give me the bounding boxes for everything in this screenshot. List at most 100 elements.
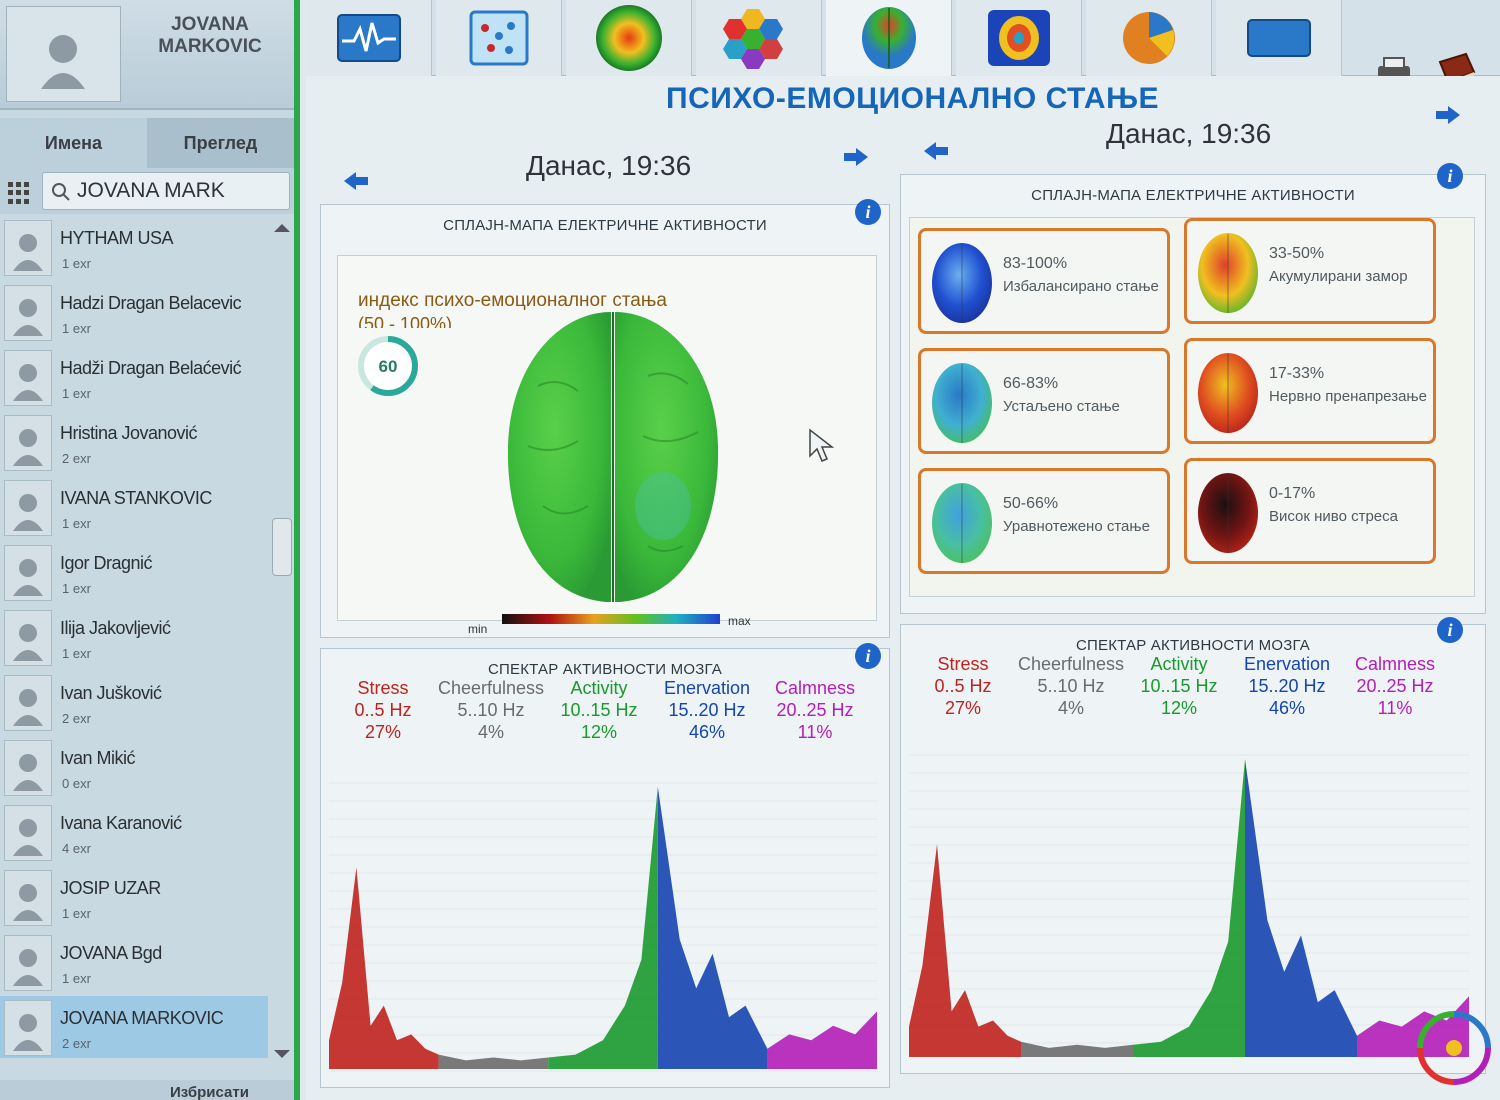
ecg-icon bbox=[336, 14, 401, 62]
info-icon[interactable]: i bbox=[1437, 617, 1463, 643]
hexagon-icon bbox=[722, 9, 783, 69]
grid-menu-icon[interactable] bbox=[8, 182, 30, 204]
avatar-icon bbox=[13, 234, 43, 271]
band-name: Stress bbox=[357, 678, 409, 698]
pie-icon bbox=[1122, 12, 1175, 64]
band-freq: 5..10 Hz bbox=[1037, 676, 1105, 696]
info-icon[interactable]: i bbox=[1437, 163, 1463, 189]
tool-hexagon[interactable] bbox=[696, 0, 822, 76]
right-spectrum-chart bbox=[909, 754, 1469, 1057]
tab-overview[interactable]: Преглед bbox=[147, 118, 294, 168]
contact-name: IVANA STANKOVIC bbox=[60, 488, 212, 508]
search-row bbox=[0, 168, 294, 214]
contact-name: JOVANA Bgd bbox=[60, 943, 162, 963]
sidebar: JOVANA MARKOVIC Имена Преглед HYTHAM USA… bbox=[0, 0, 300, 1100]
tool-pie[interactable] bbox=[1086, 0, 1212, 76]
state-card[interactable]: 0-17% Висок ниво стреса bbox=[1184, 458, 1436, 564]
spectrum-band-area bbox=[909, 844, 1021, 1057]
avatar bbox=[4, 740, 52, 796]
contact-name: Ivan Jušković bbox=[60, 683, 162, 703]
state-label: Устаљено стање bbox=[1003, 398, 1120, 415]
contact-item[interactable]: Hadži Dragan Belaćević 1 exr bbox=[0, 346, 268, 408]
contact-item[interactable]: JOVANA MARKOVIC 2 exr bbox=[0, 996, 268, 1058]
avatar bbox=[4, 480, 52, 536]
next-arrow-icon[interactable] bbox=[844, 148, 868, 166]
spectrum-band-area bbox=[1245, 759, 1357, 1057]
band-freq: 0..5 Hz bbox=[354, 700, 412, 720]
contact-count: 2 exr bbox=[62, 1036, 91, 1051]
scroll-up-icon[interactable] bbox=[274, 224, 290, 232]
avatar bbox=[4, 935, 52, 991]
state-card[interactable]: 17-33% Нервно пренапрезање bbox=[1184, 338, 1436, 444]
right-band-labels: Stress 0..5 Hz 27% Cheerfulness 5..10 Hz 4% Ac… bbox=[909, 653, 1449, 743]
contact-count: 1 exr bbox=[62, 516, 91, 531]
state-card[interactable]: 66-83% Устаљено стање bbox=[918, 348, 1170, 454]
contact-item[interactable]: JOVANA Bgd 1 exr bbox=[0, 931, 268, 993]
search-icon bbox=[52, 183, 70, 201]
tab-names[interactable]: Имена bbox=[0, 118, 147, 168]
contact-item[interactable]: IVANA STANKOVIC 1 exr bbox=[0, 476, 268, 538]
main-content: ПСИХО-ЕМОЦИОНАЛНО СТАЊЕ Данас, 19:36 Дан… bbox=[306, 76, 1500, 1100]
band-name: Activity bbox=[1150, 654, 1208, 674]
contact-item[interactable]: JOSIP UZAR 1 exr bbox=[0, 866, 268, 928]
contact-item[interactable]: Igor Dragnić 1 exr bbox=[0, 541, 268, 603]
band-percent: 27% bbox=[944, 698, 982, 718]
state-card[interactable]: 33-50% Акумулирани замор bbox=[1184, 218, 1436, 324]
contact-name: JOVANA MARKOVIC bbox=[60, 1008, 224, 1028]
state-card[interactable]: 83-100% Избалансирано стање bbox=[918, 228, 1170, 334]
contact-count: 0 exr bbox=[62, 776, 91, 791]
state-label: Нервно пренапрезање bbox=[1269, 388, 1427, 405]
avatar-icon bbox=[41, 35, 85, 89]
right-spectrum-panel: СПЕКТАР АКТИВНОСТИ МОЗГА i Stress 0..5 Hz… bbox=[900, 617, 1486, 1074]
search-input[interactable] bbox=[77, 176, 282, 206]
band-name: Calmness bbox=[774, 678, 856, 698]
state-range: 33-50% bbox=[1269, 245, 1325, 262]
scroll-thumb[interactable] bbox=[272, 518, 292, 576]
band-percent: 4% bbox=[477, 722, 504, 742]
contact-item[interactable]: Ivan Mikić 0 exr bbox=[0, 736, 268, 798]
user-avatar[interactable] bbox=[6, 6, 121, 102]
band-column: Calmness 20..25 Hz 11% bbox=[761, 677, 869, 743]
left-map-panel: СПЛАЈН-МАПА ЕЛЕКТРИЧНЕ АКТИВНОСТИ i инде… bbox=[320, 199, 890, 638]
left-date: Данас, 19:36 bbox=[526, 150, 692, 181]
delete-button[interactable]: Избрисати bbox=[170, 1084, 249, 1100]
scroll-down-icon[interactable] bbox=[274, 1050, 290, 1058]
app-logo bbox=[1417, 1011, 1491, 1085]
window-icon bbox=[1246, 19, 1311, 57]
avatar-icon bbox=[13, 884, 43, 921]
sidebar-tabs: Имена Преглед bbox=[0, 118, 294, 168]
state-range: 50-66% bbox=[1003, 495, 1059, 512]
state-range: 17-33% bbox=[1269, 365, 1325, 382]
contact-item[interactable]: Ivana Karanović 4 exr bbox=[0, 801, 268, 863]
tool-ecg[interactable] bbox=[306, 0, 432, 76]
toolbar bbox=[306, 0, 1500, 85]
contact-item[interactable]: Hristina Jovanović 2 exr bbox=[0, 411, 268, 473]
band-column: Cheerfulness 5..10 Hz 4% bbox=[1017, 653, 1125, 719]
state-card[interactable]: 50-66% Уравнотежено стање bbox=[918, 468, 1170, 574]
left-date-bar: Данас, 19:36 bbox=[326, 138, 886, 190]
contact-count: 2 exr bbox=[62, 711, 91, 726]
tool-brain[interactable] bbox=[826, 0, 952, 76]
contact-item[interactable]: HYTHAM USA 1 exr bbox=[0, 216, 268, 278]
mouse-cursor-icon bbox=[809, 428, 835, 462]
contact-item[interactable]: Ilija Jakovljević 1 exr bbox=[0, 606, 268, 668]
right-spectrum-title: СПЕКТАР АКТИВНОСТИ МОЗГА bbox=[1076, 637, 1310, 654]
info-icon[interactable]: i bbox=[855, 643, 881, 669]
tool-face-map[interactable] bbox=[956, 0, 1082, 76]
next-arrow-icon[interactable] bbox=[1436, 106, 1460, 124]
info-icon[interactable]: i bbox=[855, 199, 881, 225]
tool-window[interactable] bbox=[1216, 0, 1342, 76]
tool-heat-circle[interactable] bbox=[566, 0, 692, 76]
contact-scrollbar[interactable] bbox=[270, 222, 294, 1072]
contact-name: Ivan Mikić bbox=[60, 748, 136, 768]
prev-arrow-icon[interactable] bbox=[344, 172, 368, 190]
band-name: Enervation bbox=[663, 678, 751, 698]
prev-arrow-icon[interactable] bbox=[924, 142, 948, 160]
tool-data-grid[interactable] bbox=[436, 0, 562, 76]
mini-brain-icon bbox=[932, 483, 992, 563]
contact-item[interactable]: Hadzi Dragan Belacevic 1 exr bbox=[0, 281, 268, 343]
spectrum-band-area bbox=[767, 1011, 877, 1069]
state-label: Висок ниво стреса bbox=[1269, 508, 1398, 525]
contact-item[interactable]: Ivan Jušković 2 exr bbox=[0, 671, 268, 733]
contact-name: Hristina Jovanović bbox=[60, 423, 198, 443]
